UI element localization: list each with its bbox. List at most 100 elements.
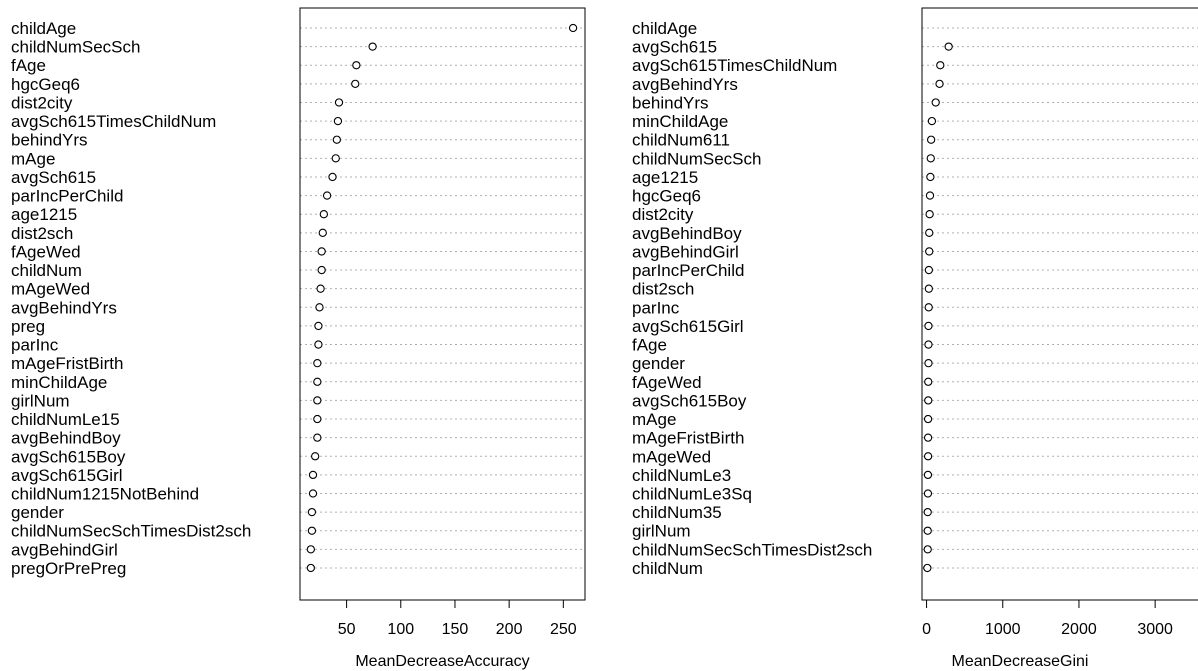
x-tick-label: 250 [550,621,577,638]
category-label: minChildAge [11,373,107,392]
category-label: girlNum [11,391,70,410]
x-tick-label: 100 [387,621,414,638]
data-point [368,42,377,51]
category-label: childNumLe3Sq [632,485,752,504]
category-label: mAgeFristBirth [632,429,744,448]
data-point [924,303,933,312]
mean-decrease-accuracy-panel: childAgechildNumSecSchfAgehgcGeq6dist2ci… [11,7,586,670]
data-point [322,191,332,200]
data-point [926,135,936,144]
category-label: childNum611 [632,131,730,150]
category-label: childAge [11,19,76,38]
category-label: age1215 [632,168,698,187]
data-point [925,191,935,200]
category-label: dist2sch [632,280,694,299]
data-point [306,563,315,573]
category-label: avgSch615TimesChildNum [11,112,216,131]
category-label: parIncPerChild [632,261,744,280]
category-label: childNumSecSch [11,38,140,57]
data-point [313,433,322,442]
data-point [923,452,933,461]
data-point [311,452,320,461]
data-point [925,210,934,219]
data-point [306,545,315,554]
data-point [923,507,932,517]
data-point [924,265,934,275]
data-point [313,377,322,386]
category-label: minChildAge [632,112,728,131]
category-label: hgcGeq6 [11,75,80,94]
data-point [924,377,933,386]
x-tick-label: 3000 [1137,621,1173,638]
data-point [923,433,933,442]
mean-decrease-gini-panel: childAgeavgSch615avgSch615TimesChildNuma… [632,7,1198,670]
category-label: mAge [11,149,55,168]
data-point [925,228,934,237]
data-point [923,563,932,573]
data-point [334,98,344,107]
category-label: childNumSecSchTimesDist2sch [11,522,251,541]
plot-frame [921,7,1198,601]
category-label: avgSch615 [11,168,96,187]
data-point [333,116,343,126]
category-label: pregOrPrePreg [11,559,126,578]
data-point [328,172,337,182]
category-label: avgBehindGirl [632,242,739,261]
x-tick-label: 150 [442,621,469,638]
category-label: avgSch615Girl [632,317,744,336]
category-label: age1215 [11,205,77,224]
category-label: avgSch615TimesChildNum [632,56,837,75]
data-point [314,321,323,331]
data-point [331,154,340,163]
category-label: childNumSecSchTimesDist2sch [632,540,872,559]
data-point [568,23,578,33]
data-point [308,470,318,480]
category-label: preg [11,317,45,336]
data-point [924,396,933,405]
category-label: childNumLe15 [11,410,120,429]
data-point [318,228,327,237]
category-label: childNum35 [632,503,722,522]
data-point [924,284,934,293]
category-label: childAge [632,19,697,38]
category-label: fAge [632,336,667,355]
data-point [319,210,328,219]
category-label: hgcGeq6 [632,187,701,206]
data-point [936,61,945,70]
data-point [332,135,341,144]
x-tick-label: 50 [338,621,356,638]
data-point [351,79,360,89]
category-label: gender [11,503,64,522]
data-point [924,359,933,368]
data-point [308,489,318,498]
data-point [924,340,933,349]
data-point [925,247,934,256]
category-label: avgBehindBoy [632,224,742,243]
data-point [931,98,940,107]
category-label: avgBehindGirl [11,540,118,559]
data-point [313,396,322,405]
category-label: fAgeWed [11,242,81,261]
data-point [307,507,317,517]
x-axis-title: MeanDecreaseAccuracy [355,653,529,670]
data-point [924,321,933,331]
data-point [313,359,322,368]
data-point [315,303,324,312]
category-label: childNum1215NotBehind [11,485,199,504]
category-label: avgBehindYrs [11,298,117,317]
category-label: gender [632,354,685,373]
data-point [317,247,326,256]
category-label: avgSch615Boy [632,391,747,410]
data-point [923,526,932,535]
category-label: mAge [632,410,676,429]
category-label: avgBehindBoy [11,429,121,448]
data-point [313,414,322,424]
x-tick-label: 2000 [1061,621,1097,638]
plot-frame [299,7,586,601]
data-point [307,526,317,535]
category-label: childNum [11,261,82,280]
data-point [926,172,935,182]
category-label: childNumLe3 [632,466,731,485]
data-point [927,116,937,126]
data-point [935,79,944,89]
